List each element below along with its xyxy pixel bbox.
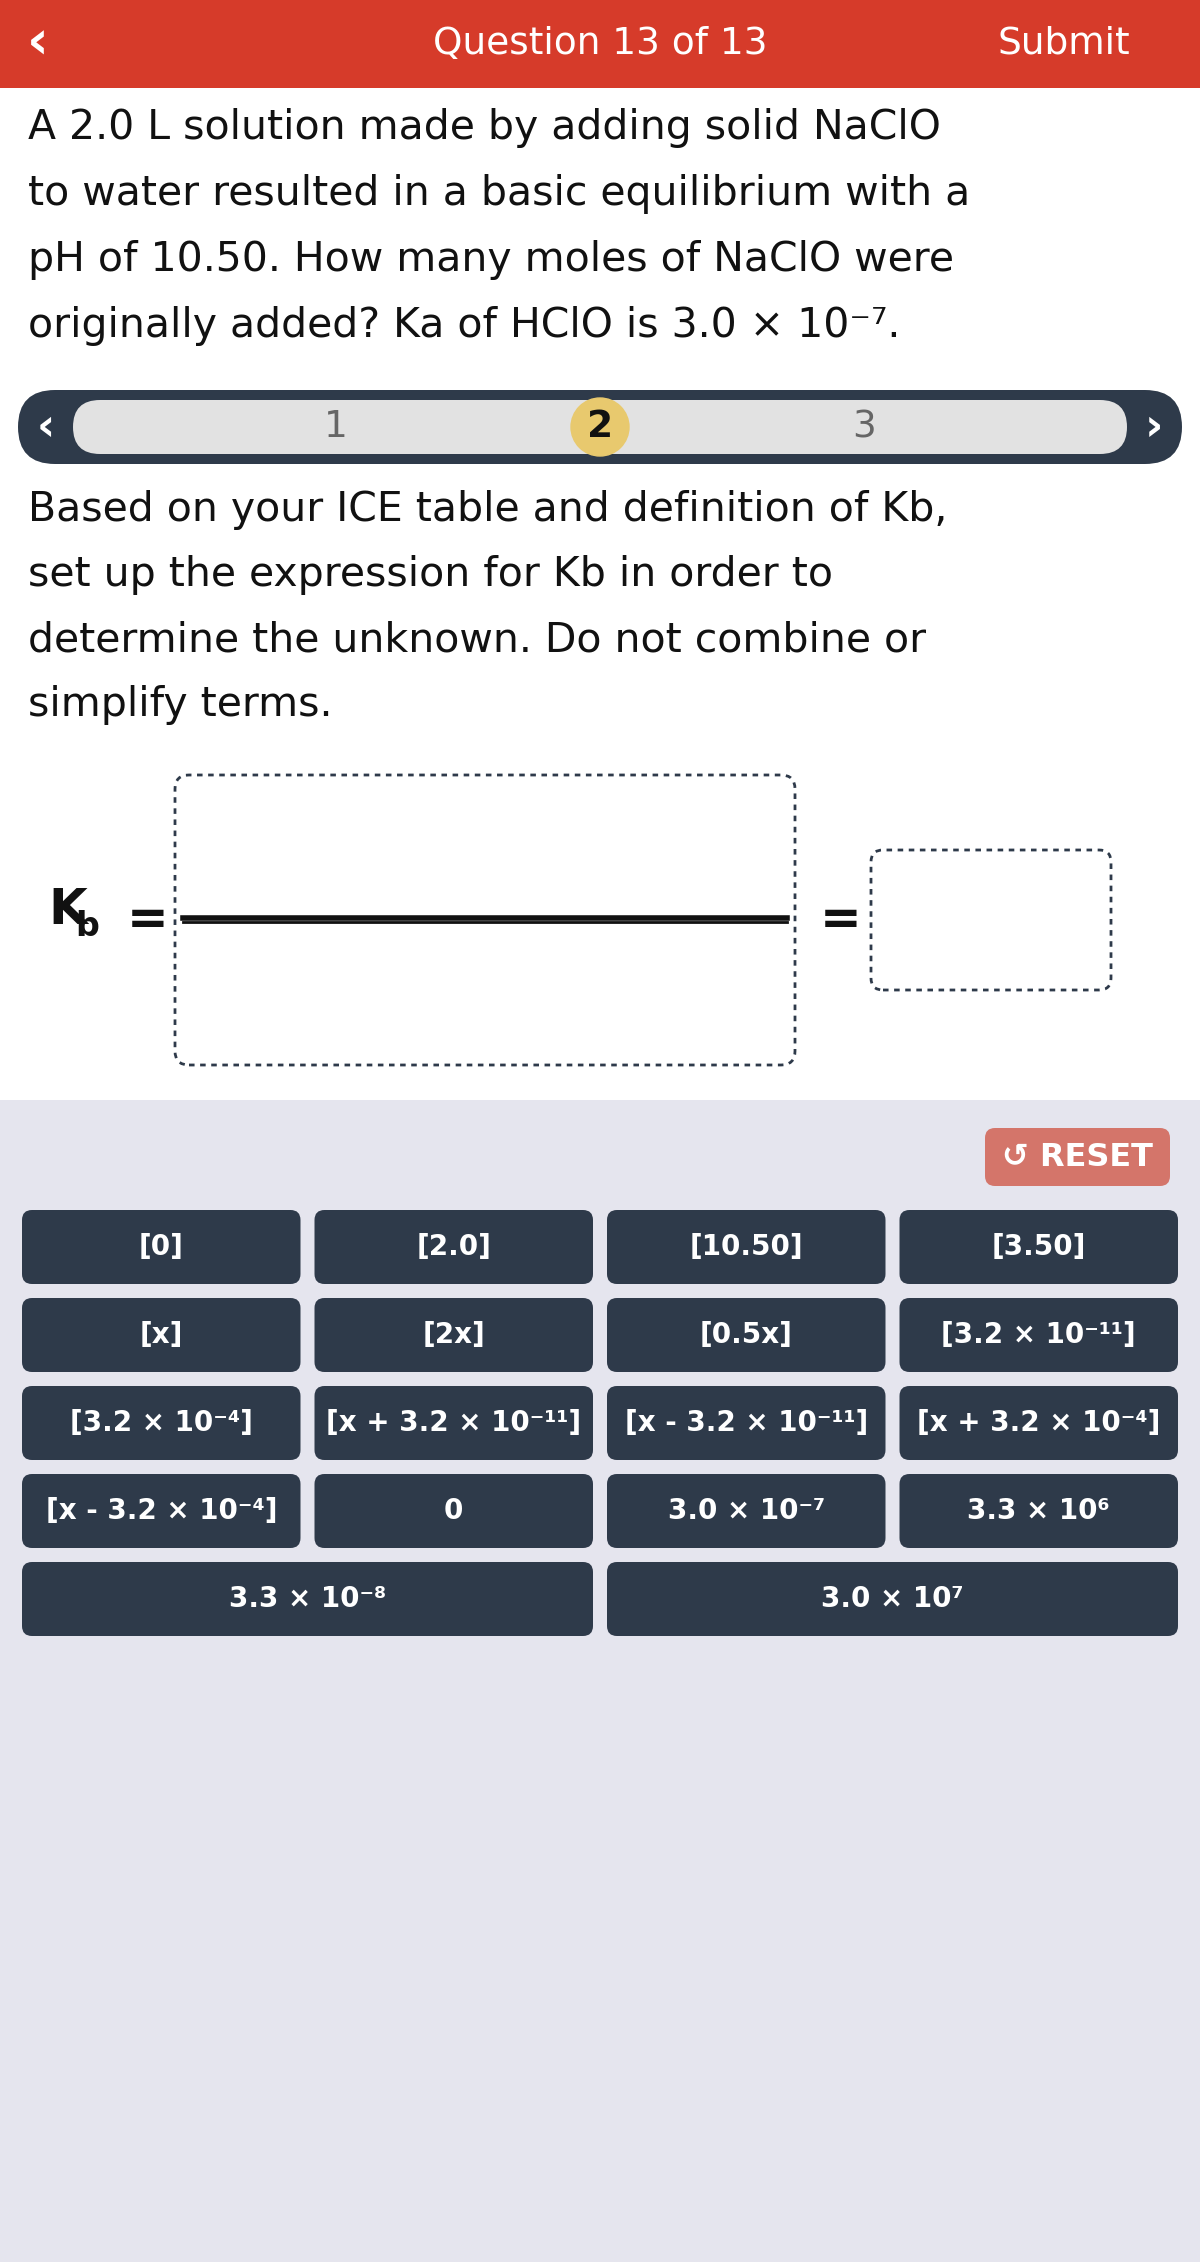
Bar: [0, 0, 1200, 88]
Text: [x - 3.2 × 10⁻⁴]: [x - 3.2 × 10⁻⁴]: [46, 1497, 277, 1525]
FancyBboxPatch shape: [607, 1298, 886, 1373]
Text: [x - 3.2 × 10⁻¹¹]: [x - 3.2 × 10⁻¹¹]: [625, 1409, 868, 1436]
FancyBboxPatch shape: [314, 1475, 593, 1547]
Text: to water resulted in a basic equilibrium with a: to water resulted in a basic equilibrium…: [28, 174, 971, 215]
FancyBboxPatch shape: [314, 1298, 593, 1373]
Text: 3: 3: [852, 409, 876, 446]
Text: b: b: [74, 909, 98, 943]
Text: 3.3 × 10⁶: 3.3 × 10⁶: [967, 1497, 1110, 1525]
FancyBboxPatch shape: [607, 1210, 886, 1285]
Text: determine the unknown. Do not combine or: determine the unknown. Do not combine or: [28, 620, 926, 661]
Text: =: =: [820, 896, 862, 943]
Text: =: =: [127, 896, 169, 943]
FancyBboxPatch shape: [22, 1210, 300, 1285]
FancyBboxPatch shape: [175, 776, 796, 1065]
FancyBboxPatch shape: [871, 851, 1111, 991]
Text: simplify terms.: simplify terms.: [28, 685, 332, 726]
Text: 2: 2: [587, 409, 613, 446]
FancyBboxPatch shape: [900, 1475, 1178, 1547]
Text: [0.5x]: [0.5x]: [700, 1321, 793, 1348]
FancyBboxPatch shape: [607, 1387, 886, 1459]
Text: 0: 0: [444, 1497, 463, 1525]
Text: [x]: [x]: [139, 1321, 182, 1348]
FancyBboxPatch shape: [18, 389, 1182, 464]
Text: [2.0]: [2.0]: [416, 1233, 491, 1260]
Text: [10.50]: [10.50]: [690, 1233, 803, 1260]
Text: Based on your ICE table and definition of Kb,: Based on your ICE table and definition o…: [28, 491, 947, 529]
Text: ‹: ‹: [37, 405, 55, 448]
Text: A 2.0 L solution made by adding solid NaClO: A 2.0 L solution made by adding solid Na…: [28, 109, 941, 147]
Text: ‹: ‹: [28, 18, 49, 70]
Text: [0]: [0]: [139, 1233, 184, 1260]
Text: ↺ RESET: ↺ RESET: [1002, 1142, 1153, 1172]
FancyBboxPatch shape: [607, 1475, 886, 1547]
Text: ›: ›: [1145, 405, 1163, 448]
FancyBboxPatch shape: [900, 1210, 1178, 1285]
Text: [x + 3.2 × 10⁻⁴]: [x + 3.2 × 10⁻⁴]: [917, 1409, 1160, 1436]
FancyBboxPatch shape: [22, 1563, 593, 1635]
Text: [2x]: [2x]: [422, 1321, 485, 1348]
Text: set up the expression for Kb in order to: set up the expression for Kb in order to: [28, 554, 833, 595]
FancyBboxPatch shape: [607, 1563, 1178, 1635]
Text: [3.2 × 10⁻¹¹]: [3.2 × 10⁻¹¹]: [942, 1321, 1136, 1348]
Text: Submit: Submit: [997, 25, 1130, 61]
FancyBboxPatch shape: [900, 1387, 1178, 1459]
FancyBboxPatch shape: [22, 1387, 300, 1459]
Text: 3.0 × 10⁻⁷: 3.0 × 10⁻⁷: [667, 1497, 824, 1525]
Circle shape: [571, 398, 629, 457]
FancyBboxPatch shape: [314, 1387, 593, 1459]
FancyBboxPatch shape: [900, 1298, 1178, 1373]
Text: 3.0 × 10⁷: 3.0 × 10⁷: [821, 1586, 964, 1613]
FancyBboxPatch shape: [73, 400, 1127, 455]
Text: Question 13 of 13: Question 13 of 13: [433, 25, 767, 61]
Text: pH of 10.50. How many moles of NaClO were: pH of 10.50. How many moles of NaClO wer…: [28, 240, 954, 280]
Text: originally added? Ka of HClO is 3.0 × 10⁻⁷.: originally added? Ka of HClO is 3.0 × 10…: [28, 305, 900, 346]
FancyBboxPatch shape: [22, 1298, 300, 1373]
Text: 3.3 × 10⁻⁸: 3.3 × 10⁻⁸: [229, 1586, 386, 1613]
FancyBboxPatch shape: [314, 1210, 593, 1285]
Text: [x + 3.2 × 10⁻¹¹]: [x + 3.2 × 10⁻¹¹]: [326, 1409, 581, 1436]
Bar: [0, 1099, 1200, 2262]
Text: [3.2 × 10⁻⁴]: [3.2 × 10⁻⁴]: [70, 1409, 253, 1436]
FancyBboxPatch shape: [985, 1129, 1170, 1185]
Text: 1: 1: [324, 409, 348, 446]
FancyBboxPatch shape: [22, 1475, 300, 1547]
Text: K: K: [48, 887, 86, 934]
Text: [3.50]: [3.50]: [991, 1233, 1086, 1260]
